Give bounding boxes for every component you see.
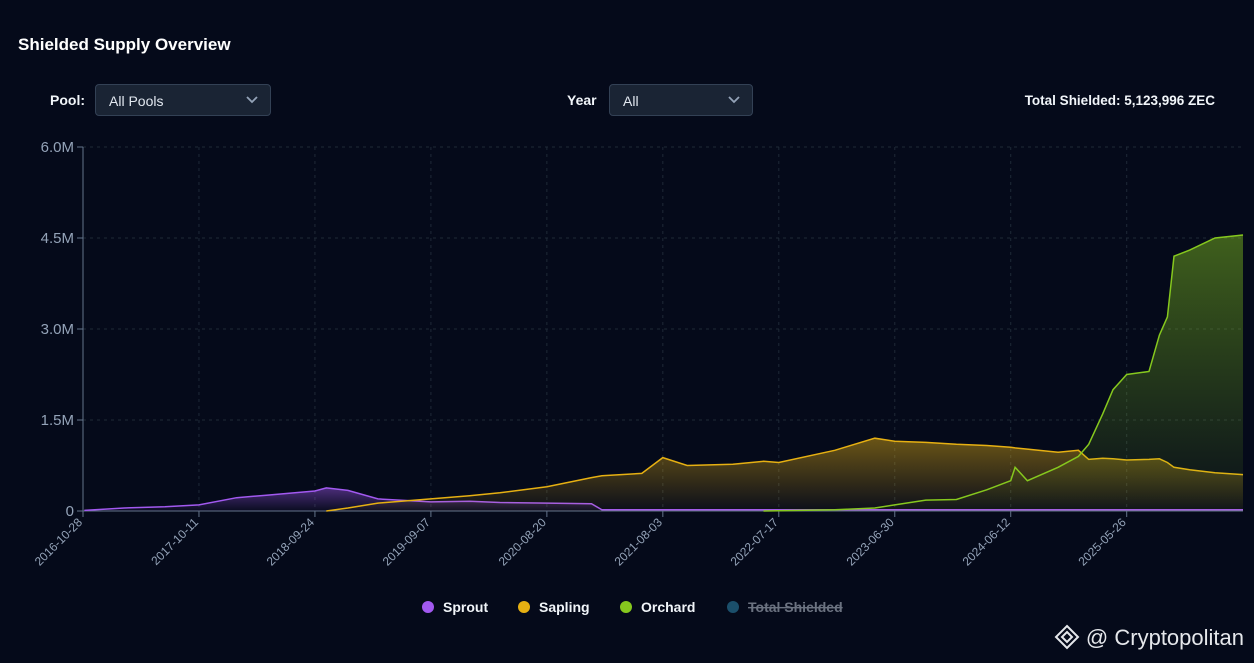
watermark-logo xyxy=(1054,624,1080,650)
watermark: @ Cryptopolitan xyxy=(1054,624,1244,651)
legend-swatch xyxy=(518,601,530,613)
legend-swatch xyxy=(422,601,434,613)
legend-label: Orchard xyxy=(641,599,695,615)
year-label: Year xyxy=(567,92,597,108)
x-tick-label: 2020-08-20 xyxy=(496,515,550,569)
chevron-icon xyxy=(728,96,740,104)
pool-select[interactable]: All Pools xyxy=(95,84,271,116)
legend-item[interactable]: Sprout xyxy=(422,599,488,615)
x-tick-label: 2021-08-03 xyxy=(612,515,666,569)
legend-item[interactable]: Sapling xyxy=(518,599,590,615)
chevron-icon xyxy=(246,96,258,104)
x-tick-label: 2023-06-30 xyxy=(844,515,898,569)
x-tick-label: 2024-06-12 xyxy=(960,515,1014,569)
legend-label: Total Shielded xyxy=(748,599,843,615)
y-tick-label: 0 xyxy=(66,503,74,520)
watermark-text: @ Cryptopolitan xyxy=(1085,625,1244,650)
y-tick-label: 6.0M xyxy=(41,139,74,156)
legend-swatch xyxy=(620,601,632,613)
year-select[interactable]: All xyxy=(609,84,753,116)
y-tick-label: 4.5M xyxy=(41,230,74,247)
total-shielded: Total Shielded: 5,123,996 ZEC xyxy=(1024,93,1215,108)
x-tick-label: 2019-09-07 xyxy=(380,515,434,569)
legend-label: Sprout xyxy=(443,599,488,615)
legend-label: Sapling xyxy=(539,599,590,615)
series-area xyxy=(763,235,1243,511)
x-tick-label: 2022-07-17 xyxy=(728,515,782,569)
x-tick-label: 2017-10-11 xyxy=(148,515,201,568)
y-tick-label: 3.0M xyxy=(41,321,74,338)
x-tick-label: 2025-05-26 xyxy=(1076,515,1130,569)
x-tick-label: 2018-09-24 xyxy=(264,515,318,569)
year-select-value: All xyxy=(623,93,639,109)
pool-select-value: All Pools xyxy=(109,93,164,109)
legend-item[interactable]: Orchard xyxy=(620,599,695,615)
x-tick-label: 2016-10-28 xyxy=(32,515,86,569)
y-tick-label: 1.5M xyxy=(41,412,74,429)
page-title: Shielded Supply Overview xyxy=(18,35,231,54)
legend-item[interactable]: Total Shielded xyxy=(727,599,843,615)
pool-label: Pool: xyxy=(50,92,85,108)
series-line xyxy=(763,234,1244,512)
legend-swatch xyxy=(727,601,739,613)
